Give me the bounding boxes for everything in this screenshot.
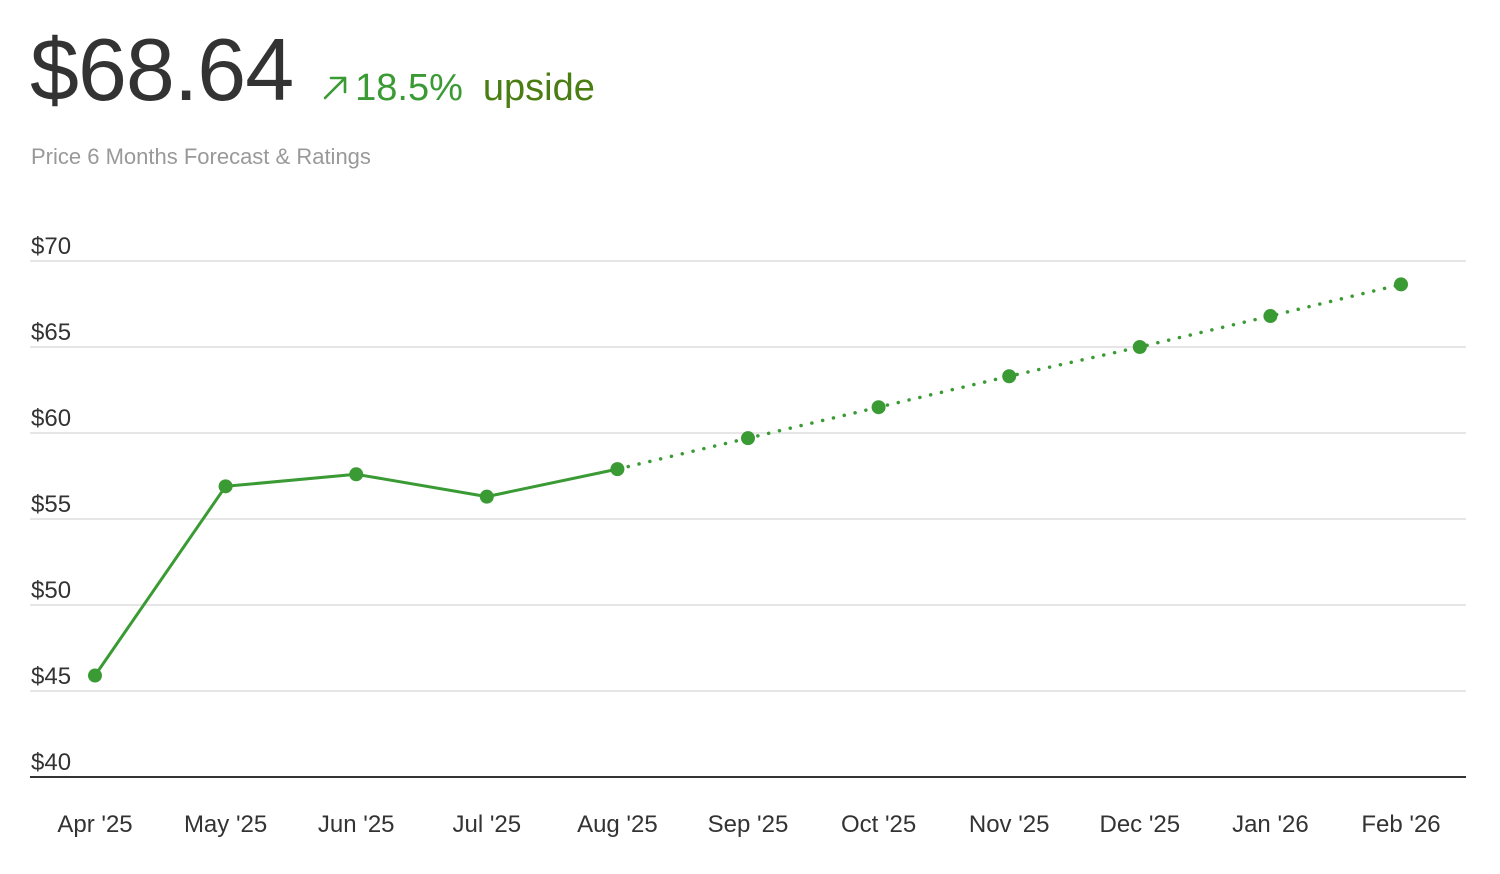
x-axis-ticks: Apr '25 May '25 Jun '25 Jul '25 Aug '25 Sep '…: [57, 811, 1440, 838]
change-percent: 18.5%: [355, 67, 463, 109]
grid-lines: [30, 260, 1466, 778]
x-tick-label: Nov '25: [969, 811, 1050, 838]
data-point: [741, 431, 755, 446]
data-point: [1002, 369, 1017, 384]
data-point: [1132, 340, 1147, 354]
data-point: [479, 489, 494, 504]
data-point: [610, 462, 625, 477]
x-tick-label: May '25: [184, 811, 267, 838]
upside-label: upside: [482, 67, 595, 109]
y-tick-label: $40: [31, 749, 71, 776]
data-point: [88, 668, 102, 683]
price-row: $68.64 18.5% upside: [30, 26, 595, 114]
x-tick-label: Oct '25: [841, 811, 916, 838]
y-tick-label: $50: [31, 577, 71, 604]
y-tick-label: $45: [31, 663, 71, 690]
arrow-up-right-icon: [321, 69, 349, 100]
x-tick-label: Jun '25: [318, 811, 395, 838]
y-tick-label: $65: [31, 319, 71, 346]
x-tick-label: Feb '26: [1361, 811, 1440, 838]
forecast-change: 18.5% upside: [321, 67, 595, 110]
data-point: [871, 400, 886, 415]
data-point: [1394, 277, 1408, 292]
x-tick-label: Jan '26: [1232, 811, 1309, 838]
x-tick-label: Apr '25: [57, 811, 132, 838]
series-lines: [93, 282, 1403, 677]
current-price: $68.64: [30, 20, 294, 119]
x-tick-label: Aug '25: [577, 811, 658, 838]
y-axis-ticks: $70 $65 $60 $55 $50 $45 $40: [31, 233, 71, 776]
series-points: [88, 277, 1408, 683]
x-tick-label: Jul '25: [452, 811, 521, 838]
y-tick-label: $55: [31, 491, 71, 518]
chart-subtitle: Price 6 Months Forecast & Ratings: [31, 144, 371, 169]
y-tick-label: $70: [31, 233, 71, 260]
data-point: [349, 467, 364, 482]
data-point: [1263, 309, 1278, 324]
history-line: [93, 467, 619, 677]
x-tick-label: Sep '25: [708, 811, 789, 838]
price-header: $68.64 18.5% upside: [30, 26, 595, 114]
data-point: [218, 479, 233, 494]
y-tick-label: $60: [31, 405, 71, 432]
x-tick-label: Dec '25: [1099, 811, 1180, 838]
